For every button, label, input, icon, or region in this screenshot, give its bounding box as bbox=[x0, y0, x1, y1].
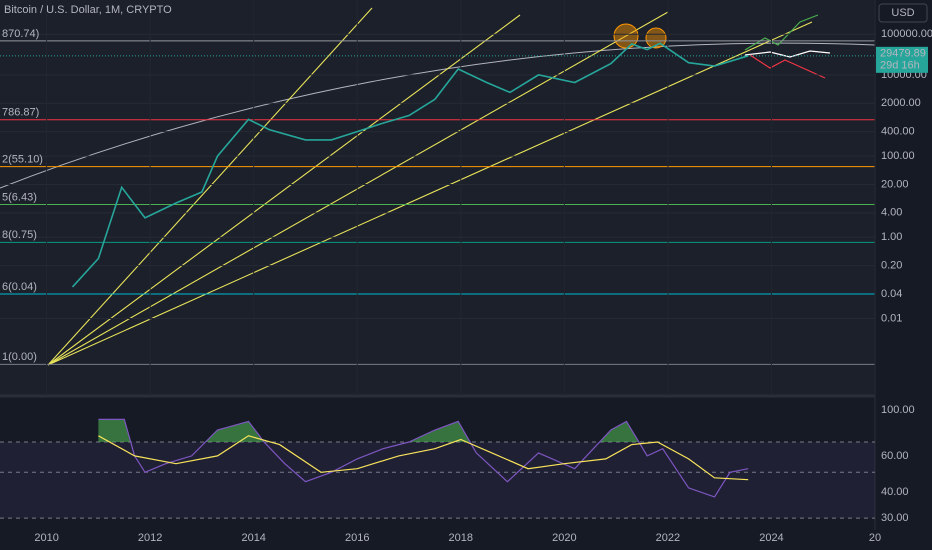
rsi-ma-line bbox=[98, 435, 749, 481]
fib-label: 1(0.00) bbox=[2, 351, 37, 363]
fib-label: 8(0.75) bbox=[2, 229, 37, 241]
y-tick-label: 100.00 bbox=[881, 404, 915, 416]
countdown: 29d 16h bbox=[880, 60, 920, 72]
x-tick-label: 2014 bbox=[241, 532, 265, 544]
fib-label: 870.74) bbox=[2, 28, 39, 40]
y-tick-label: 20.00 bbox=[881, 178, 909, 190]
x-tick-label: 2018 bbox=[449, 532, 473, 544]
x-tick-label: 2016 bbox=[345, 532, 369, 544]
y-tick-label: 0.20 bbox=[881, 260, 902, 272]
y-tick-label: 0.01 bbox=[881, 312, 902, 324]
price-line bbox=[71, 42, 749, 288]
x-tick-label: 2024 bbox=[759, 532, 783, 544]
currency-badge bbox=[878, 3, 928, 23]
overbought-fill bbox=[98, 419, 639, 443]
last-price-label: 29479.89 bbox=[880, 48, 926, 60]
y-tick-label: 1.00 bbox=[881, 231, 902, 243]
fib-label: 5(6.43) bbox=[2, 191, 37, 203]
fan-line bbox=[47, 21, 813, 366]
y-tick-label: 2000.00 bbox=[881, 97, 921, 109]
fib-label: 786.87) bbox=[2, 107, 39, 119]
x-tick-label: 2012 bbox=[138, 532, 162, 544]
price-pane bbox=[0, 0, 875, 395]
y-tick-label: 0.04 bbox=[881, 288, 902, 300]
y-tick-label: 30.00 bbox=[881, 512, 909, 524]
arc bbox=[0, 42, 875, 189]
y-tick-label: 400.00 bbox=[881, 126, 915, 138]
fib-label: 6(0.04) bbox=[2, 281, 37, 293]
x-tick-label: 2020 bbox=[552, 532, 576, 544]
fan-line bbox=[47, 14, 521, 366]
rsi-plot bbox=[0, 418, 875, 519]
x-tick-label: 20 bbox=[869, 532, 881, 544]
price-plot bbox=[0, 7, 875, 366]
y-tick-label: 40.00 bbox=[881, 486, 909, 498]
fib-label: 2(55.10) bbox=[2, 153, 43, 165]
projection-down bbox=[749, 54, 826, 79]
projection-flat bbox=[744, 50, 831, 58]
rsi-band bbox=[0, 442, 875, 519]
y-tick-label: 100.00 bbox=[881, 150, 915, 162]
y-tick-label: 4.00 bbox=[881, 207, 902, 219]
projection-up bbox=[744, 14, 819, 51]
y-tick-label: 100000.00 bbox=[881, 28, 932, 40]
x-tick-label: 2022 bbox=[656, 532, 680, 544]
chart-title: Bitcoin / U.S. Dollar, 1M, CRYPTO bbox=[4, 4, 172, 16]
highlight-circle bbox=[613, 23, 639, 49]
fan-line bbox=[47, 7, 373, 366]
currency: USD bbox=[891, 7, 914, 19]
last-price-badge bbox=[876, 46, 928, 73]
rsi-line bbox=[98, 418, 749, 498]
x-tick-label: 2010 bbox=[34, 532, 58, 544]
y-tick-label: 60.00 bbox=[881, 450, 909, 462]
